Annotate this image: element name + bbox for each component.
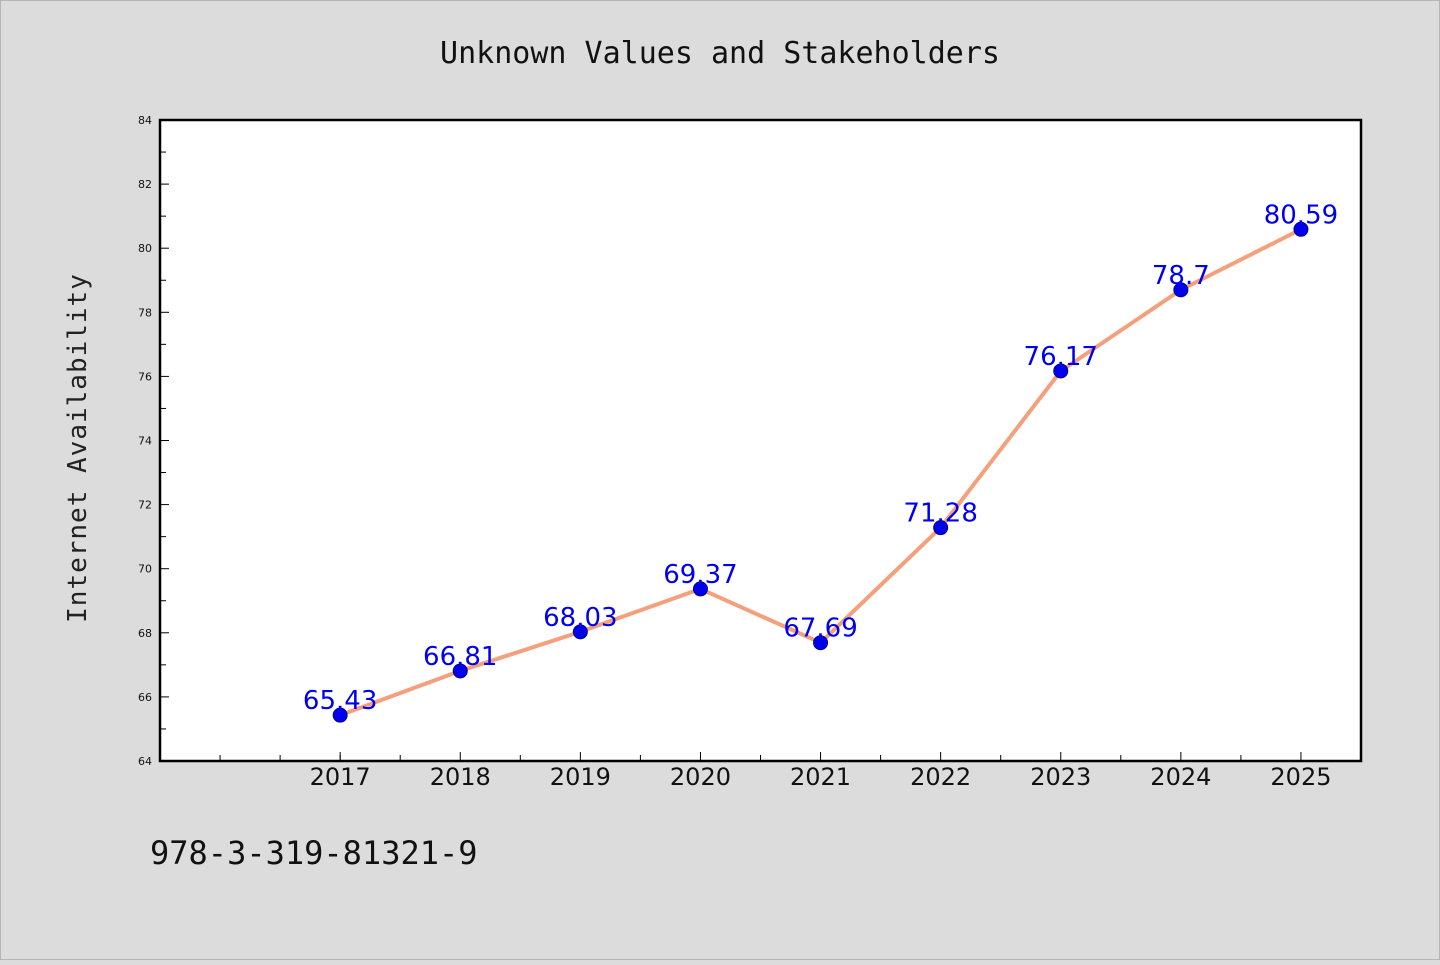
- x-tick-label: 2025: [1270, 763, 1331, 791]
- y-tick-label: 70: [138, 563, 152, 576]
- data-label: 66.81: [423, 642, 497, 672]
- plot-frame: [158, 118, 1363, 763]
- y-axis: 64 66 68 70 72 74 76 78 80 82 84: [138, 114, 169, 768]
- x-tick-label: 2024: [1150, 763, 1211, 791]
- data-label: 67.69: [783, 614, 857, 644]
- data-points: [332, 221, 1309, 723]
- x-axis: 2017 2018 2019 2020 2021 2022 2023 2024 2025: [219, 752, 1331, 791]
- data-point: [1053, 363, 1069, 379]
- x-tick-label: 2017: [310, 763, 371, 791]
- data-label: 80.59: [1264, 200, 1338, 230]
- y-tick-label: 72: [138, 499, 152, 512]
- data-point: [572, 624, 588, 640]
- data-point: [933, 520, 949, 536]
- x-tick-label: 2022: [910, 763, 971, 791]
- y-tick-label: 80: [138, 242, 152, 255]
- plot-area: [160, 120, 1361, 761]
- data-point: [332, 707, 348, 723]
- x-tick-label: 2020: [670, 763, 731, 791]
- x-tick-label: 2019: [550, 763, 611, 791]
- data-point: [1173, 282, 1189, 298]
- data-label: 65.43: [303, 686, 377, 716]
- x-tick-label: 2018: [430, 763, 491, 791]
- data-labels: 65.43 66.81 68.03 69.37 67.69 71.28 76.17 78.7 8…: [303, 200, 1338, 716]
- y-tick-label: 66: [138, 691, 152, 704]
- y-axis-label: Internet Availability: [63, 273, 93, 623]
- chart-title: Unknown Values and Stakeholders: [440, 36, 1000, 71]
- x-tick-label: 2023: [1030, 763, 1091, 791]
- data-point: [692, 581, 708, 597]
- y-tick-label: 84: [138, 114, 152, 127]
- data-point: [452, 663, 468, 679]
- x-tick-label: 2021: [790, 763, 851, 791]
- data-point: [813, 635, 829, 651]
- data-label: 76.17: [1024, 342, 1098, 372]
- footer-code: 978-3-319-81321-9: [150, 834, 478, 872]
- y-tick-label: 74: [138, 435, 152, 448]
- y-tick-label: 78: [138, 306, 152, 319]
- data-point: [1293, 221, 1309, 237]
- data-label: 78.7: [1152, 261, 1210, 291]
- y-tick-label: 64: [138, 755, 152, 768]
- y-tick-label: 82: [138, 178, 152, 191]
- y-tick-label: 68: [138, 627, 152, 640]
- data-label: 71.28: [903, 499, 977, 529]
- data-label: 68.03: [543, 603, 617, 633]
- data-label: 69.37: [663, 560, 737, 590]
- y-tick-label: 76: [138, 370, 152, 383]
